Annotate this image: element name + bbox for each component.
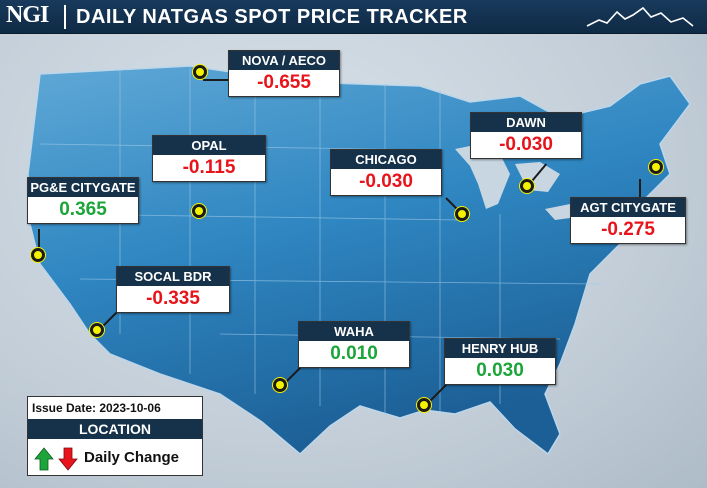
hub-card-opal[interactable]: OPAL -0.115 [152, 135, 266, 182]
hub-card-nova-aeco[interactable]: NOVA / AECO -0.655 [228, 50, 340, 97]
marker-dawn[interactable] [520, 179, 534, 193]
hub-card-dawn[interactable]: DAWN -0.030 [470, 112, 582, 159]
hub-name: NOVA / AECO [229, 51, 339, 70]
hub-card-agt-citygate[interactable]: AGT CITYGATE -0.275 [570, 197, 686, 244]
hub-card-henry-hub[interactable]: HENRY HUB 0.030 [444, 338, 556, 385]
marker-opal[interactable] [192, 204, 206, 218]
leader-nova-aeco [203, 79, 229, 81]
hub-change: -0.655 [257, 72, 311, 93]
hub-change: -0.115 [182, 157, 236, 178]
hub-name: DAWN [471, 113, 581, 132]
legend-daily-change-label: Daily Change [84, 449, 180, 466]
marker-socal[interactable] [90, 323, 104, 337]
marker-chicago[interactable] [455, 207, 469, 221]
hub-change: -0.030 [359, 171, 413, 192]
issue-date: Issue Date: 2023-10-06 [32, 401, 161, 415]
hub-name: WAHA [299, 322, 409, 341]
sparkline-icon [586, 6, 694, 27]
marker-henry-hub[interactable] [417, 398, 431, 412]
hub-name: HENRY HUB [445, 339, 555, 358]
hub-change: -0.275 [601, 219, 655, 240]
hub-change: -0.335 [146, 288, 200, 309]
hub-name: PG&E CITYGATE [28, 178, 138, 197]
page-title: DAILY NATGAS SPOT PRICE TRACKER [76, 6, 468, 28]
hub-name: AGT CITYGATE [571, 198, 685, 217]
marker-agt[interactable] [649, 160, 663, 174]
hub-change: 0.010 [330, 343, 378, 364]
logo-divider [64, 5, 66, 29]
hub-change: 0.365 [59, 199, 107, 220]
hub-name: CHICAGO [331, 150, 441, 169]
legend-location-label: LOCATION [28, 419, 202, 439]
marker-waha[interactable] [273, 378, 287, 392]
marker-pge[interactable] [31, 248, 45, 262]
marker-nova-aeco[interactable] [193, 65, 207, 79]
hub-card-pge-citygate[interactable]: PG&E CITYGATE 0.365 [27, 177, 139, 224]
up-down-arrows-icon [34, 447, 78, 471]
hub-change: -0.030 [499, 134, 553, 155]
hub-card-waha[interactable]: WAHA 0.010 [298, 321, 410, 368]
hub-name: OPAL [153, 136, 265, 155]
ngi-logo: NGI [6, 2, 49, 28]
hub-card-chicago[interactable]: CHICAGO -0.030 [330, 149, 442, 196]
hub-change: 0.030 [476, 360, 524, 381]
hub-card-socal-bdr[interactable]: SOCAL BDR -0.335 [116, 266, 230, 313]
hub-name: SOCAL BDR [117, 267, 229, 286]
header-bar: NGI DAILY NATGAS SPOT PRICE TRACKER [0, 0, 707, 34]
legend-box: Issue Date: 2023-10-06 LOCATION Daily Ch… [27, 396, 203, 476]
